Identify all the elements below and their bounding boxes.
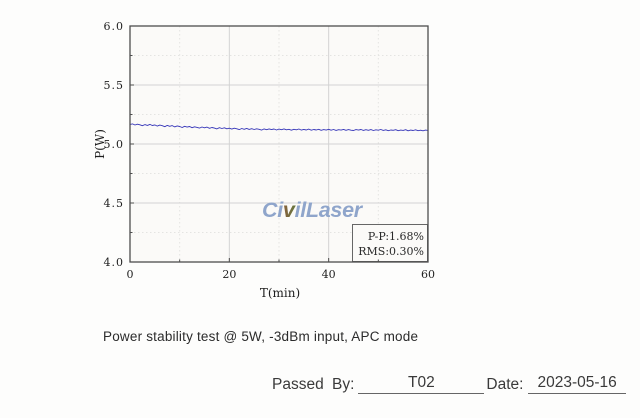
x-tick-label: 60 (421, 268, 435, 281)
x-tick-label: 0 (127, 268, 134, 281)
passed-by-label: Passed By: (272, 376, 355, 393)
date-label: Date: (486, 376, 524, 393)
y-axis-label: P(W) (93, 129, 107, 159)
stability-chart-svg: CivilLaser P-P:1.68% RMS:0.30% 4.0 4.5 5.0 5.5… (93, 20, 435, 300)
passed-by-value: T02 (358, 374, 485, 394)
x-tick-label: 40 (322, 268, 336, 281)
x-tick-label: 20 (222, 268, 236, 281)
power-stability-chart: CivilLaser P-P:1.68% RMS:0.30% 4.0 4.5 5.0 5.5… (93, 20, 435, 300)
y-tick-label: 4.5 (104, 197, 125, 210)
y-tick-label: 5.0 (104, 138, 125, 151)
y-tick-label: 5.5 (104, 79, 125, 92)
stats-box (352, 224, 428, 262)
watermark-civillaser-logo: CivilLaser (262, 198, 364, 222)
stat-rms: RMS:0.30% (358, 245, 424, 258)
x-axis-label: T(min) (260, 286, 300, 300)
y-tick-label: 4.0 (104, 256, 125, 269)
y-tick-label: 6.0 (104, 20, 125, 33)
date-value: 2023-05-16 (528, 374, 626, 394)
stat-pp: P-P:1.68% (368, 230, 424, 243)
chart-caption: Power stability test @ 5W, -3dBm input, … (103, 329, 419, 344)
signature-row: Passed By: T02 Date: 2023-05-16 (272, 374, 626, 394)
power-trace (129, 123, 429, 132)
